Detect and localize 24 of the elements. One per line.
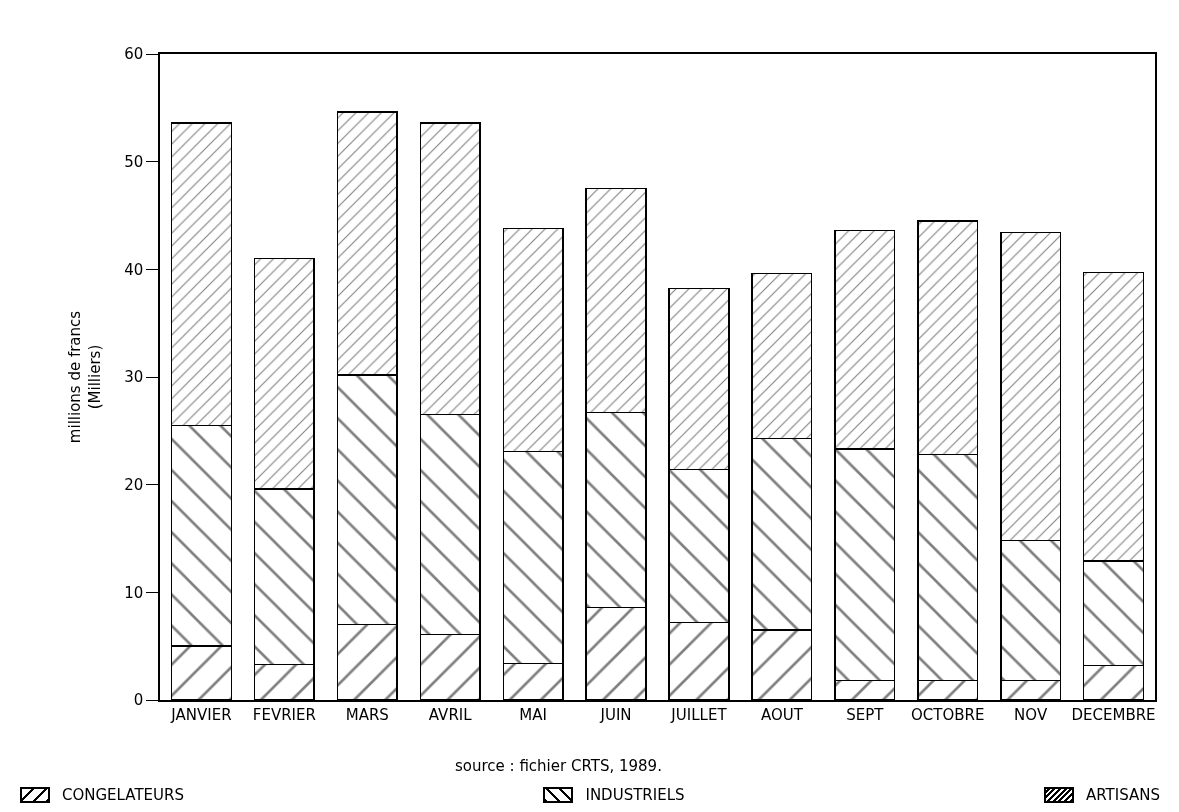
y-tick-label: 20 <box>124 475 144 494</box>
x-tick-label: AOUT <box>760 705 804 724</box>
source-note: source : fichier CRTS, 1989. <box>455 757 662 775</box>
x-tick-label: MAI <box>519 705 547 724</box>
legend-label: ARTISANS <box>1086 786 1160 804</box>
x-tick-label: AVRIL <box>428 705 473 724</box>
x-tick-label: NOV <box>1014 705 1048 724</box>
x-tick-label: JANVIER <box>170 705 232 724</box>
x-tick-label: DECEMBRE <box>1071 705 1156 724</box>
y-tick-label: 10 <box>124 583 144 602</box>
y-tick-label: 30 <box>124 368 144 387</box>
y-axis-title: millions de francs (Milliers) <box>66 310 104 444</box>
x-tick-label: FEVRIER <box>252 705 316 724</box>
y-tick-label: 40 <box>124 260 144 279</box>
legend-label: INDUSTRIELS <box>585 786 685 804</box>
x-tick-label: MARS <box>345 705 389 724</box>
x-tick-label: JUILLET <box>670 705 728 724</box>
x-tick-label: OCTOBRE <box>910 705 985 724</box>
y-tick-label: 0 <box>133 691 144 710</box>
y-tick-label: 60 <box>124 45 144 64</box>
y-tick-label: 50 <box>124 152 144 171</box>
x-tick-label: SEPT <box>846 705 885 724</box>
legend-label: CONGELATEURS <box>62 786 184 804</box>
x-tick-label: JUIN <box>599 705 632 724</box>
